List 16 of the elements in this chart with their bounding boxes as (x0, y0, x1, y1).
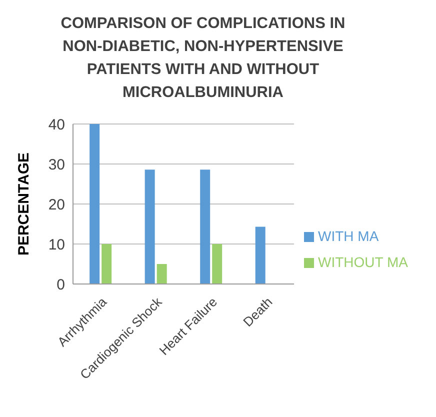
bar (212, 244, 222, 284)
chart-title: COMPARISON OF COMPLICATIONS IN NON-DIABETIC, NON-HYPERTENSIVE PATIENTS WITH AND WITHOUT MICROALBUMINURIA (60, 14, 346, 103)
bar (200, 170, 210, 284)
y-tick-label: 20 (48, 196, 65, 214)
bar (102, 244, 112, 284)
bar (156, 264, 167, 284)
y-tick-label: 0 (56, 276, 65, 294)
y-tick-label: 10 (48, 236, 65, 254)
legend-label: WITHOUT MA (318, 254, 408, 270)
bar (144, 170, 155, 284)
legend-label: WITH MA (318, 228, 379, 244)
bar (90, 124, 100, 284)
y-axis-title: PERCENTAGE (15, 152, 32, 256)
y-tick-label: 40 (48, 116, 65, 134)
bar (255, 226, 266, 284)
y-tick-label: 30 (48, 156, 65, 174)
